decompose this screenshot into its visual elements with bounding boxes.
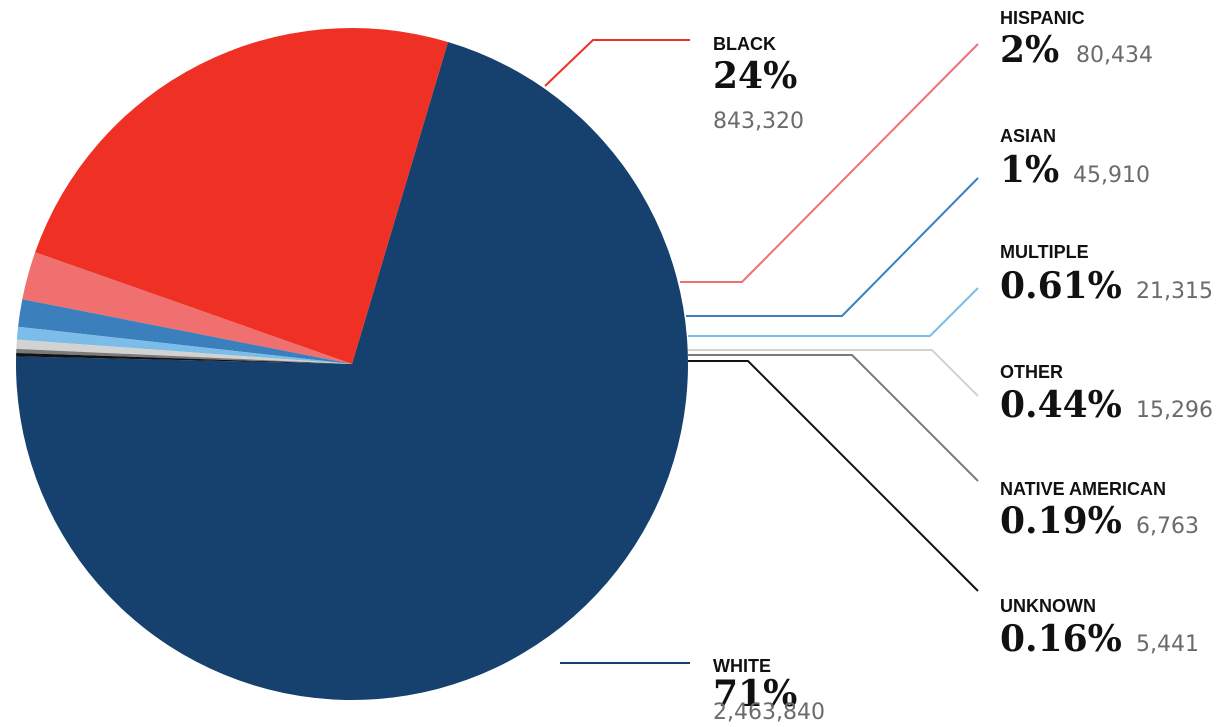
- label-asian-category: ASIAN: [1000, 126, 1056, 146]
- leader-line-asian: [686, 177, 979, 317]
- label-other: OTHER 0.44% 15,296: [1000, 362, 1213, 426]
- label-other-category: OTHER: [1000, 362, 1063, 382]
- leader-line-hispanic: [680, 43, 979, 283]
- label-black-count: 843,320: [713, 109, 804, 134]
- label-unknown-count: 5,441: [1136, 632, 1199, 657]
- label-black-percent: 24%: [713, 55, 797, 97]
- label-native-american-count: 6,763: [1136, 514, 1199, 539]
- pie-slice-asian: [18, 299, 352, 364]
- pie-slice-native-american: [16, 348, 352, 364]
- label-white-count: 2,463,840: [713, 700, 825, 725]
- label-asian-percent: 1%: [1000, 149, 1059, 191]
- leader-lines: [544, 39, 979, 664]
- label-hispanic-percent: 2%: [1000, 29, 1059, 71]
- label-hispanic-category: HISPANIC: [1000, 8, 1085, 28]
- label-black: BLACK 24% 843,320: [713, 34, 804, 134]
- label-black-category: BLACK: [713, 34, 776, 54]
- label-white: WHITE 71% 2,463,840: [713, 656, 825, 725]
- leader-line-other: [688, 349, 979, 397]
- label-multiple-category: MULTIPLE: [1000, 242, 1089, 262]
- label-unknown-percent: 0.16%: [1000, 618, 1122, 660]
- pie-slice-unknown: [16, 353, 352, 364]
- label-asian: ASIAN 1% 45,910: [1000, 126, 1150, 191]
- leader-line-multiple: [688, 287, 979, 337]
- label-asian-count: 45,910: [1073, 163, 1150, 188]
- label-native-american-percent: 0.19%: [1000, 500, 1122, 542]
- leader-line-native-american: [688, 354, 979, 482]
- label-multiple-count: 21,315: [1136, 279, 1213, 304]
- label-other-percent: 0.44%: [1000, 384, 1122, 426]
- leader-line-black: [544, 39, 690, 87]
- label-white-percent: 71%: [713, 673, 797, 715]
- pie-slice-white: [16, 42, 689, 701]
- leader-line-unknown: [688, 360, 979, 592]
- label-unknown-category: UNKNOWN: [1000, 596, 1096, 616]
- label-other-count: 15,296: [1136, 398, 1213, 423]
- label-multiple: MULTIPLE 0.61% 21,315: [1000, 242, 1213, 307]
- pie-slice-hispanic: [22, 252, 353, 364]
- pie-slice-black: [35, 27, 448, 364]
- pie-slice-other: [16, 339, 353, 364]
- label-hispanic-count: 80,434: [1076, 43, 1153, 68]
- label-native-american-category: NATIVE AMERICAN: [1000, 479, 1166, 499]
- label-hispanic: HISPANIC 2% 80,434: [1000, 8, 1153, 71]
- label-native-american: NATIVE AMERICAN 0.19% 6,763: [1000, 479, 1199, 542]
- pie-slice-multiple: [16, 326, 352, 364]
- pie-slices: [16, 27, 689, 701]
- label-multiple-percent: 0.61%: [1000, 265, 1122, 307]
- label-white-category: WHITE: [713, 656, 771, 676]
- label-unknown: UNKNOWN 0.16% 5,441: [1000, 596, 1199, 660]
